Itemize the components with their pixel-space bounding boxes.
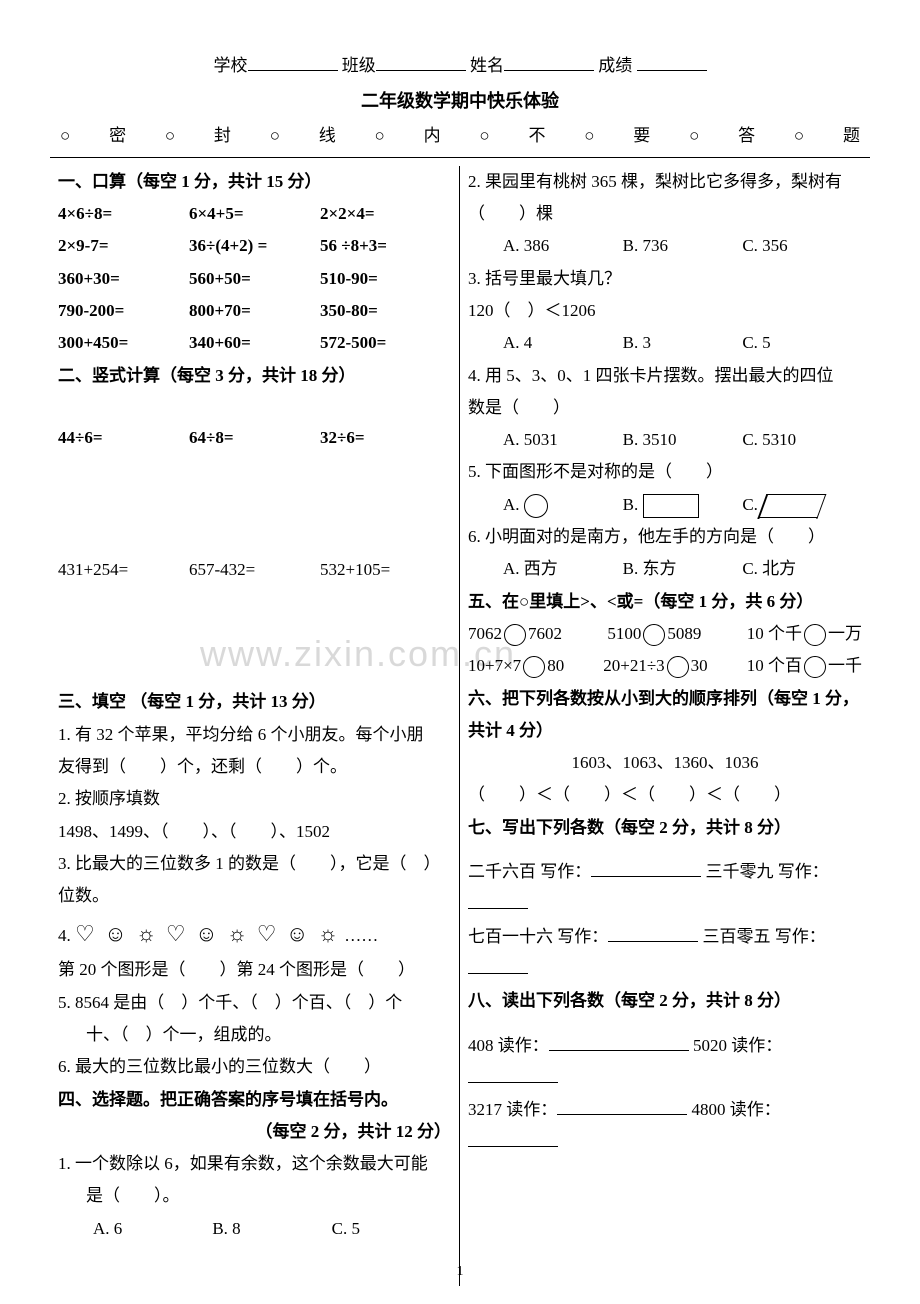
section-6-head: 六、把下列各数按从小到大的顺序排列（每空 1 分， — [468, 683, 862, 715]
s4-q3b: 120（ ）＜1206 — [468, 295, 862, 327]
s4-q4b: 数是（ ） — [468, 392, 862, 424]
school-label: 学校 — [214, 56, 248, 75]
s7-row1: 二千六百 写作： 三千零九 写作： — [468, 856, 862, 921]
section-8-head: 八、读出下列各数（每空 2 分，共计 8 分） — [468, 985, 862, 1017]
s3-q2: 2. 按顺序填数 — [58, 783, 451, 815]
s7-row2: 七百一十六 写作： 三百零五 写作： — [468, 921, 862, 986]
s4-q6-opts: A. 西方B. 东方C. 北方 — [468, 553, 862, 585]
s8-row2: 3217 读作： 4800 读作： — [468, 1094, 862, 1159]
s3-q4: 4. ♡ ☺ ☼ ♡ ☺ ☼ ♡ ☺ ☼ …… — [58, 913, 451, 955]
s4-q1-opts: A. 6B. 8C. 5 — [58, 1213, 451, 1245]
rectangle-icon — [643, 494, 699, 518]
q: 4×6÷8= — [58, 198, 189, 230]
s6-blanks: （ ）＜（ ）＜（ ）＜（ ） — [468, 779, 862, 811]
parallelogram-icon — [758, 494, 827, 518]
s3-q5a: 5. 8564 是由（ ）个千、（ ）个百、（ ）个 — [58, 987, 451, 1019]
s4-q3: 3. 括号里最大填几？ — [468, 263, 862, 295]
s4-q1a: 1. 一个数除以 6，如果有余数，这个余数最大可能 — [58, 1148, 451, 1180]
s3-q6: 6. 最大的三位数比最小的三位数大（ ） — [58, 1051, 451, 1083]
right-column: 2. 果园里有桃树 365 棵，梨树比它多得多，梨树有 （ ）棵 A. 386B… — [460, 166, 870, 1286]
left-column: 一、口算（每空 1 分，共计 15 分） 4×6÷8=6×4+5=2×2×4= … — [50, 166, 460, 1286]
s3-q1b: 友得到（ ）个，还剩（ ）个。 — [58, 751, 451, 783]
s3-q4b: 第 20 个图形是（ ）第 24 个图形是（ ） — [58, 954, 451, 986]
section-5-head: 五、在○里填上>、<或=（每空 1 分，共 6 分） — [468, 586, 862, 618]
s4-q5-opts: A. B. C. — [468, 489, 862, 521]
s4-q3-opts: A. 4B. 3C. 5 — [468, 327, 862, 359]
s4-q4-opts: A. 5031B. 3510C. 5310 — [468, 424, 862, 456]
s4-q2b: （ ）棵 — [468, 198, 862, 230]
s4-q5: 5. 下面图形不是对称的是（ ） — [468, 456, 862, 488]
s3-q5b: 十、（ ）个一，组成的。 — [58, 1019, 451, 1051]
class-label: 班级 — [342, 56, 376, 75]
section-6-head2: 共计 4 分） — [468, 715, 862, 747]
s3-q3: 3. 比最大的三位数多 1 的数是（ ），它是（ ） — [58, 848, 451, 880]
s6-nums: 1603、1063、1360、1036 — [468, 747, 862, 779]
section-4-head2: （每空 2 分，共计 12 分） — [58, 1116, 451, 1148]
s3-q2b: 1498、1499、（ ）、（ ）、1502 — [58, 816, 451, 848]
page-title: 二年级数学期中快乐体验 — [50, 84, 870, 118]
circle-icon — [524, 494, 548, 518]
s4-q6: 6. 小明面对的是南方，他左手的方向是（ ） — [468, 521, 862, 553]
section-2-head: 二、竖式计算（每空 3 分，共计 18 分） — [58, 360, 451, 392]
s5-row2: 10+7×780 20+21÷330 10 个百一千 — [468, 650, 862, 682]
s4-q4a: 4. 用 5、3、0、1 四张卡片摆数。摆出最大的四位 — [468, 360, 862, 392]
s5-row1: 70627602 51005089 10 个千一万 — [468, 618, 862, 650]
s4-q1b: 是（ ）。 — [58, 1180, 451, 1212]
section-4-head1: 四、选择题。把正确答案的序号填在括号内。 — [58, 1084, 451, 1116]
sealing-line: ○密 ○封 ○线 ○内 ○不 ○要 ○答 ○题 — [50, 120, 870, 157]
section-7-head: 七、写出下列各数（每空 2 分，共计 8 分） — [468, 812, 862, 844]
section-3-head: 三、填空 （每空 1 分，共计 13 分） — [58, 686, 451, 718]
s8-row1: 408 读作： 5020 读作： — [468, 1030, 862, 1095]
section-1-head: 一、口算（每空 1 分，共计 15 分） — [58, 166, 451, 198]
score-label: 成绩 — [598, 56, 632, 75]
s4-q2-opts: A. 386B. 736C. 356 — [468, 230, 862, 262]
header-fields: 学校 班级 姓名 成绩 — [50, 50, 870, 82]
s3-q1a: 1. 有 32 个苹果，平均分给 6 个小朋友。每个小朋 — [58, 719, 451, 751]
name-label: 姓名 — [470, 56, 504, 75]
s4-q2a: 2. 果园里有桃树 365 棵，梨树比它多得多，梨树有 — [468, 166, 862, 198]
s3-q3b: 位数。 — [58, 880, 451, 912]
